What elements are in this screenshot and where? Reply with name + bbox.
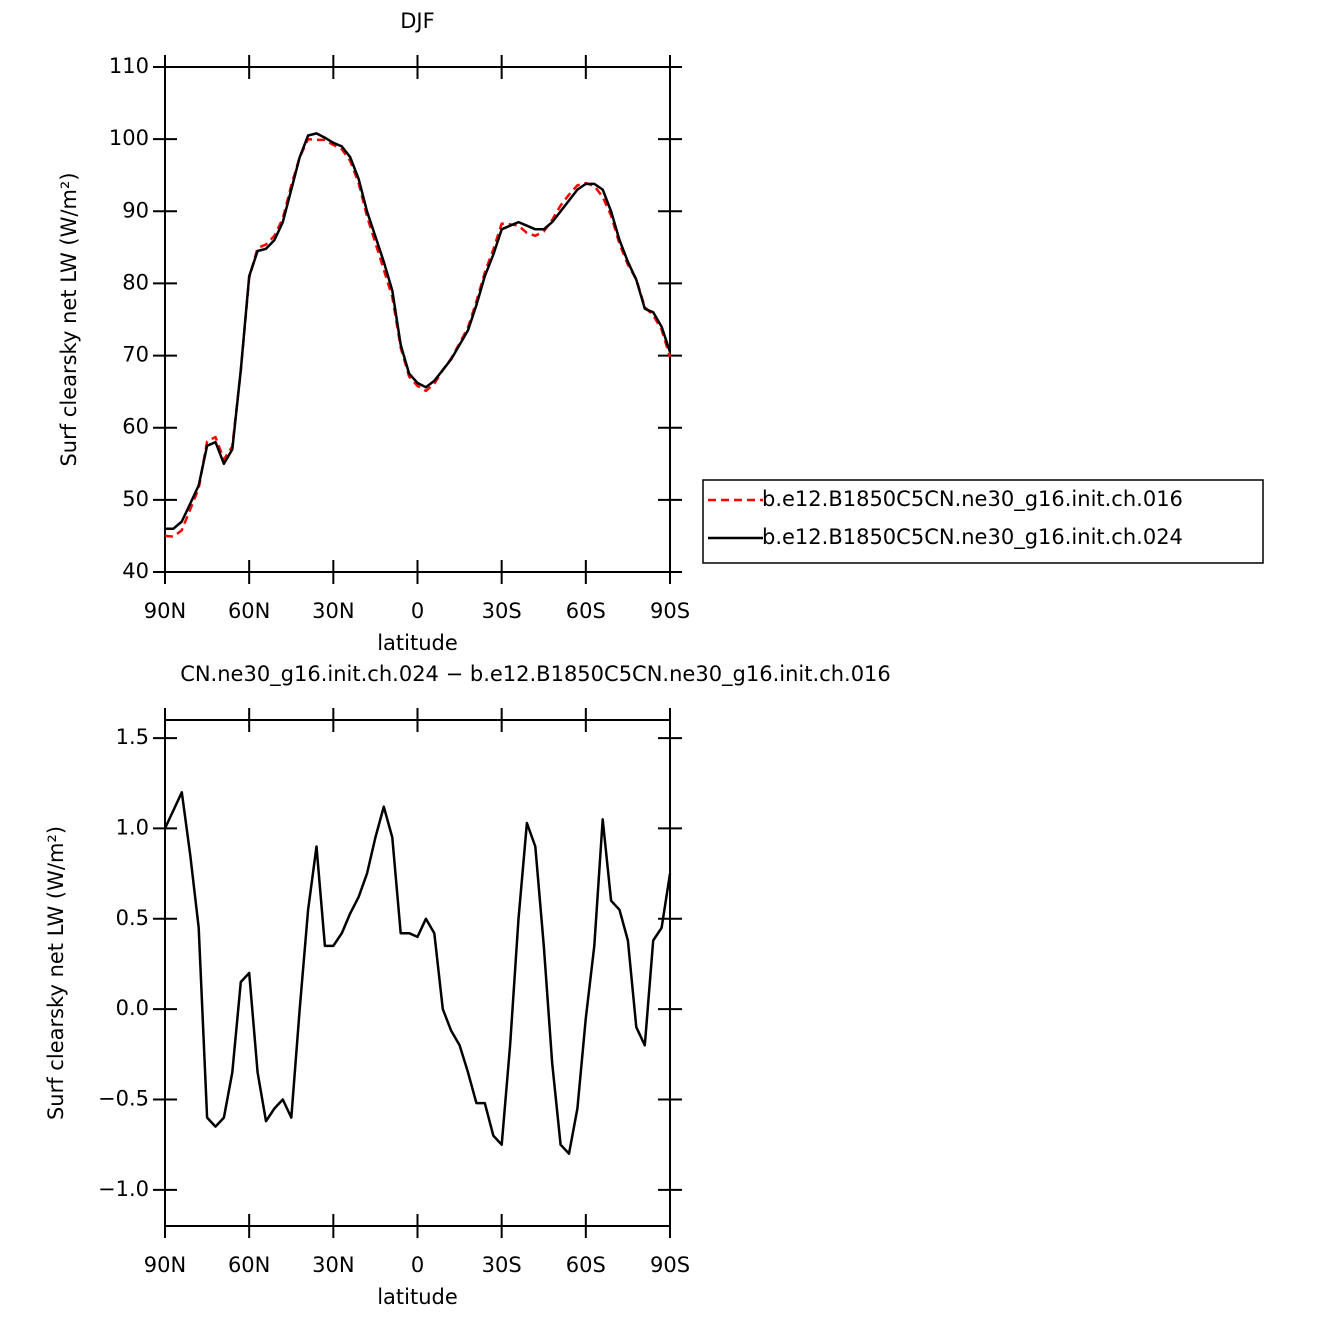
plot-frame (164, 719, 671, 1227)
x-tick-label: 90S (650, 1253, 690, 1277)
x-tick-label: 30S (482, 1253, 522, 1277)
y-axis-label: Surf clearsky net LW (W/m²) (44, 826, 68, 1120)
legend-box (702, 479, 1264, 564)
x-axis-label: latitude (377, 1285, 458, 1309)
y-tick-label: 70 (122, 343, 149, 367)
series-line (164, 137, 672, 538)
y-tick-label: 1.5 (116, 725, 149, 749)
y-tick-label: 0.0 (116, 996, 149, 1020)
y-tick-label: 0.5 (116, 906, 149, 930)
chart-title: DJF (400, 9, 434, 33)
plot-frame (164, 66, 671, 573)
x-tick-label: 30N (312, 599, 354, 623)
y-axis-label: Surf clearsky net LW (W/m²) (57, 172, 81, 466)
x-axis-label: latitude (377, 631, 458, 655)
x-tick-label: 0 (411, 1253, 424, 1277)
x-tick-label: 0 (411, 599, 424, 623)
x-tick-label: 30N (312, 1253, 354, 1277)
chart-title: CN.ne30_g16.init.ch.024 − b.e12.B1850C5C… (180, 662, 891, 687)
series-line (165, 132, 672, 530)
x-tick-label: 60S (566, 1253, 606, 1277)
legend-label: b.e12.B1850C5CN.ne30_g16.init.ch.016 (762, 487, 1183, 512)
legend-label: b.e12.B1850C5CN.ne30_g16.init.ch.024 (762, 525, 1183, 550)
y-tick-label: 90 (122, 198, 149, 222)
x-tick-label: 90N (144, 599, 186, 623)
y-tick-label: 40 (122, 559, 149, 583)
x-tick-label: 90N (144, 1253, 186, 1277)
x-tick-label: 60N (228, 1253, 270, 1277)
x-tick-label: 30S (482, 599, 522, 623)
x-tick-label: 90S (650, 599, 690, 623)
x-tick-label: 60N (228, 599, 270, 623)
y-tick-label: 100 (109, 126, 149, 150)
x-tick-label: 60S (566, 599, 606, 623)
y-tick-label: 80 (122, 270, 149, 294)
y-tick-label: 60 (122, 415, 149, 439)
y-tick-label: 50 (122, 487, 149, 511)
y-tick-label: 110 (109, 54, 149, 78)
y-tick-label: −0.5 (98, 1087, 149, 1111)
y-tick-label: −1.0 (98, 1177, 149, 1201)
y-tick-label: 1.0 (116, 815, 149, 839)
series-line (163, 791, 672, 1155)
